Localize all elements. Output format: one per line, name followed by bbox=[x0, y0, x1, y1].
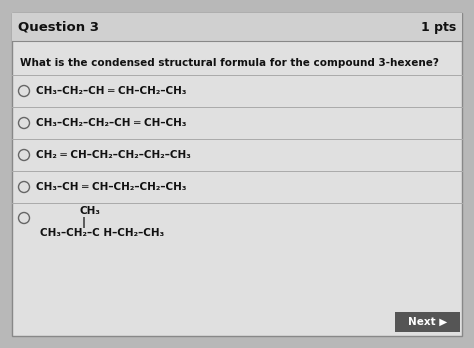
Text: 1 pts: 1 pts bbox=[421, 21, 456, 33]
FancyBboxPatch shape bbox=[12, 13, 462, 336]
FancyBboxPatch shape bbox=[395, 312, 460, 332]
Text: CH₃–CH₂–CH₂–CH ═ CH–CH₃: CH₃–CH₂–CH₂–CH ═ CH–CH₃ bbox=[36, 118, 186, 128]
Text: CH₃–CH ═ CH–CH₂–CH₂–CH₃: CH₃–CH ═ CH–CH₂–CH₂–CH₃ bbox=[36, 182, 186, 192]
Text: What is the condensed structural formula for the compound 3-hexene?: What is the condensed structural formula… bbox=[20, 58, 439, 68]
Text: CH₃: CH₃ bbox=[80, 206, 101, 216]
Text: CH₃–CH₂–CH ═ CH–CH₂–CH₃: CH₃–CH₂–CH ═ CH–CH₂–CH₃ bbox=[36, 86, 186, 96]
Text: CH₃–CH₂–C H–CH₂–CH₃: CH₃–CH₂–C H–CH₂–CH₃ bbox=[40, 228, 164, 238]
Text: CH₂ ═ CH–CH₂–CH₂–CH₂–CH₃: CH₂ ═ CH–CH₂–CH₂–CH₂–CH₃ bbox=[36, 150, 191, 160]
Text: Next ▶: Next ▶ bbox=[408, 317, 447, 327]
Text: |: | bbox=[82, 216, 86, 228]
FancyBboxPatch shape bbox=[12, 13, 462, 41]
Text: Question 3: Question 3 bbox=[18, 21, 99, 33]
